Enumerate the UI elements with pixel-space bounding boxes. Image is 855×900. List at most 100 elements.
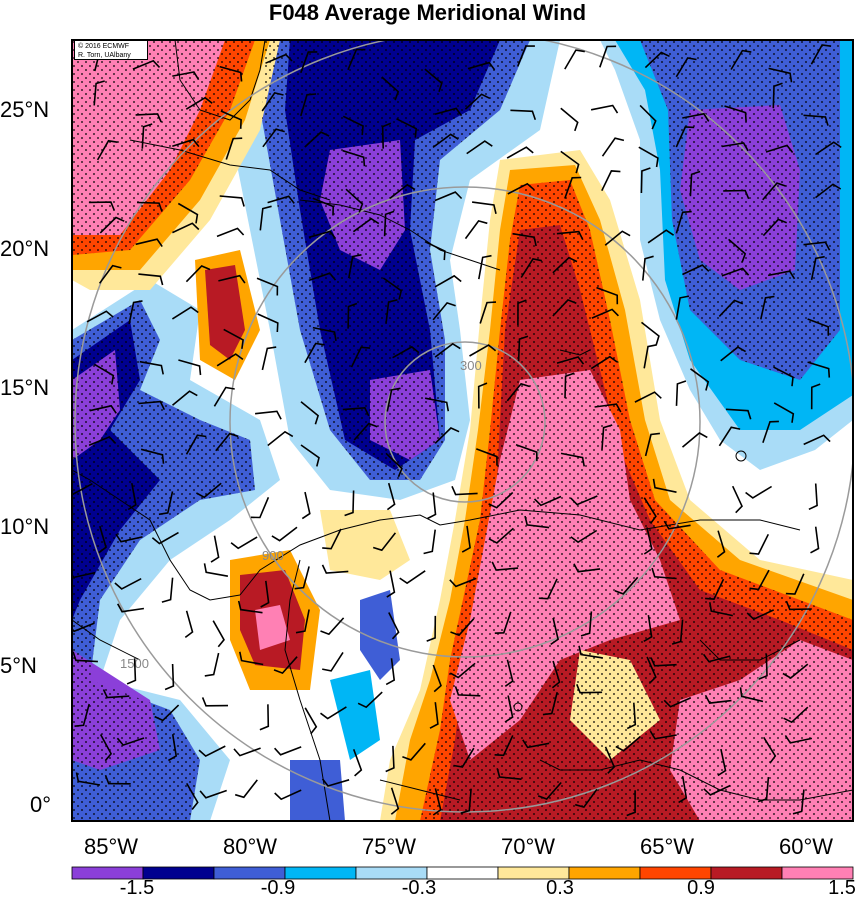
wind-barb (728, 238, 747, 263)
wind-barb (810, 383, 821, 410)
wind-barb (301, 491, 311, 520)
wind-barb (570, 529, 598, 544)
wind-barb (510, 109, 537, 121)
wind-barb (591, 308, 619, 319)
wind-barb (234, 779, 258, 799)
wind-barb (644, 432, 660, 457)
wind-barb (663, 697, 692, 708)
wind-barb (352, 217, 380, 233)
wind-barb (74, 703, 90, 727)
wind-barb (239, 651, 264, 666)
wind-barb (260, 580, 270, 608)
wind-barb (115, 533, 143, 543)
wind-barb (429, 702, 439, 729)
wind-barb (172, 71, 200, 81)
wind-barb (72, 622, 95, 633)
wind-barb (250, 496, 270, 519)
wind-barb (300, 444, 320, 467)
lat-label-0: 0° (30, 792, 51, 817)
wind-barb (434, 427, 460, 444)
wind-barb (590, 104, 619, 114)
wind-barb (644, 51, 670, 69)
wind-barb (650, 657, 677, 667)
wind-barb (300, 401, 320, 425)
wind-barb (344, 490, 355, 517)
wind-barb (757, 777, 770, 803)
wind-barb (304, 707, 318, 735)
wind-barb (385, 452, 403, 478)
wind-barb (709, 602, 733, 617)
wind-barb (803, 434, 831, 446)
colorbar-box (781, 866, 854, 880)
wind-barb (461, 525, 471, 553)
wind-barb (381, 76, 400, 101)
wind-barb (758, 653, 768, 680)
range-ring-300 (384, 341, 546, 503)
credit-box: © 2016 ECMWF R. Torn, UAlbany (74, 40, 148, 60)
wind-barb (682, 112, 710, 122)
wind-barb (564, 176, 582, 199)
wind-barb (434, 342, 461, 358)
wind-barb (171, 306, 199, 320)
south-negative-b (330, 670, 380, 760)
wind-barb (556, 230, 584, 241)
south-negative-a (360, 590, 400, 680)
wind-barb (810, 255, 825, 281)
wind-barb (321, 778, 350, 787)
wind-barb (614, 576, 639, 595)
wind-barb (72, 651, 98, 663)
wind-barb (460, 788, 472, 814)
wind-barb (716, 530, 726, 558)
colorbar-label-1-5: 1.5 (828, 877, 855, 899)
wind-barb (300, 93, 317, 117)
wind-barb (702, 653, 731, 663)
wind-barb (273, 656, 298, 675)
field-layer: 300 900 1500 (72, 40, 853, 821)
wind-barb (515, 443, 538, 462)
wind-barb (259, 704, 270, 731)
wind-barb (185, 265, 211, 283)
wind-barb (388, 612, 400, 640)
wind-barb (99, 216, 125, 234)
colorbar-box (568, 866, 641, 880)
wind-barb (570, 495, 598, 506)
wind-barb (347, 48, 366, 71)
wind-barb (449, 662, 476, 679)
wind-barb (491, 561, 519, 571)
wind-barb (434, 191, 463, 202)
wind-barb (646, 656, 657, 684)
wind-barb (114, 577, 142, 590)
wind-barb (161, 577, 174, 603)
wind-barb (399, 570, 426, 585)
wind-barb (215, 432, 239, 452)
wind-barb (703, 784, 731, 796)
wind-barb (517, 299, 527, 326)
ring-label-300: 300 (460, 358, 482, 373)
wind-barb (381, 122, 392, 149)
lon-label-75w: 75°W (362, 834, 416, 859)
wind-barb (320, 617, 345, 636)
wind-barb (385, 658, 396, 686)
wind-barb (604, 746, 616, 774)
wind-barb (760, 295, 775, 320)
wind-barb (652, 478, 677, 493)
wind-barb (225, 137, 243, 160)
wind-barb (432, 133, 459, 149)
wind-barb (594, 403, 622, 413)
wind-barb (451, 485, 478, 496)
wind-barb (321, 564, 349, 574)
wind-barb (783, 706, 809, 724)
wind-barb (690, 368, 710, 391)
wind-barb (135, 238, 163, 248)
wind-barb (810, 526, 820, 554)
wind-barb (396, 118, 418, 138)
wind-barb (488, 527, 514, 544)
wind-barb (88, 435, 117, 446)
wind-barb (126, 658, 137, 685)
wind-barb (350, 346, 371, 368)
wind-barb (312, 326, 337, 342)
wind-barb (184, 610, 194, 639)
wind-barb (386, 570, 396, 598)
wind-barb (117, 603, 145, 613)
